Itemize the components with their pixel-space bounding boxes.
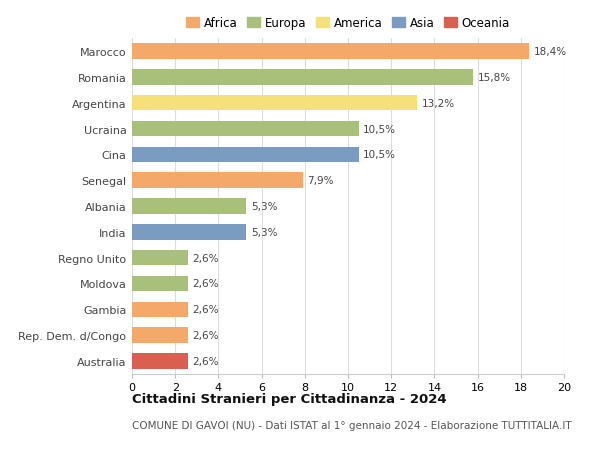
Bar xyxy=(132,353,188,369)
Text: 7,9%: 7,9% xyxy=(307,176,334,186)
Bar xyxy=(132,70,473,85)
Text: Cittadini Stranieri per Cittadinanza - 2024: Cittadini Stranieri per Cittadinanza - 2… xyxy=(132,392,446,405)
Bar xyxy=(132,199,247,214)
Text: 18,4%: 18,4% xyxy=(534,47,567,57)
Bar xyxy=(132,44,529,60)
Bar xyxy=(132,147,359,163)
Text: 10,5%: 10,5% xyxy=(363,150,396,160)
Text: 13,2%: 13,2% xyxy=(421,99,455,108)
Text: 10,5%: 10,5% xyxy=(363,124,396,134)
Bar xyxy=(132,328,188,343)
Text: COMUNE DI GAVOI (NU) - Dati ISTAT al 1° gennaio 2024 - Elaborazione TUTTITALIA.I: COMUNE DI GAVOI (NU) - Dati ISTAT al 1° … xyxy=(132,420,572,430)
Text: 5,3%: 5,3% xyxy=(251,202,277,212)
Bar xyxy=(132,96,417,111)
Legend: Africa, Europa, America, Asia, Oceania: Africa, Europa, America, Asia, Oceania xyxy=(187,17,509,30)
Bar xyxy=(132,224,247,240)
Bar xyxy=(132,173,302,189)
Bar xyxy=(132,122,359,137)
Bar xyxy=(132,250,188,266)
Text: 2,6%: 2,6% xyxy=(193,279,219,289)
Bar xyxy=(132,276,188,291)
Text: 15,8%: 15,8% xyxy=(478,73,511,83)
Text: 5,3%: 5,3% xyxy=(251,227,277,237)
Text: 2,6%: 2,6% xyxy=(193,356,219,366)
Text: 2,6%: 2,6% xyxy=(193,305,219,314)
Text: 2,6%: 2,6% xyxy=(193,330,219,341)
Bar xyxy=(132,302,188,317)
Text: 2,6%: 2,6% xyxy=(193,253,219,263)
